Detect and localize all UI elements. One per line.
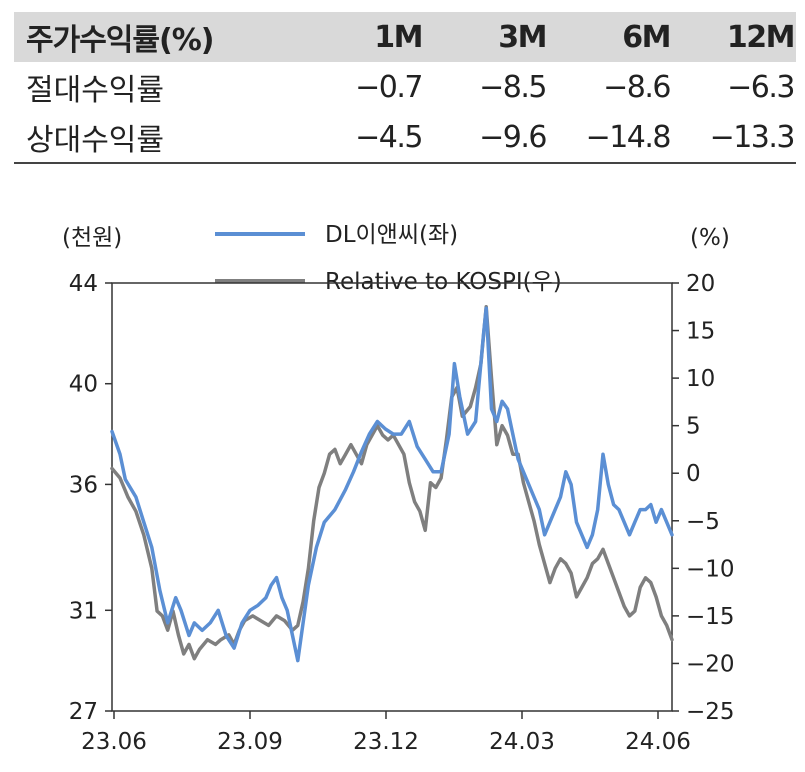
header-3m: 3M bbox=[498, 19, 547, 55]
right-axis-tick-label: −15 bbox=[686, 604, 735, 630]
right-axis: 20 15 10 5 0 −5 −10 −15 −20 −25 bbox=[672, 271, 735, 725]
relative-return-row: 상대수익률 −4.5 −9.6 −14.8 −13.3 bbox=[14, 112, 796, 164]
series-line-dl bbox=[110, 306, 674, 663]
stock-chart: (천원) (%) DL이앤씨(좌) Relative to KOSPI(우) 4… bbox=[62, 222, 735, 755]
series-layer bbox=[110, 305, 674, 663]
cell-value: −14.8 bbox=[585, 119, 672, 155]
right-axis-tick-label: 10 bbox=[686, 366, 715, 392]
cell-value: −8.5 bbox=[479, 69, 547, 105]
right-axis-tick-label: 15 bbox=[686, 319, 715, 345]
right-axis-tick-label: −5 bbox=[686, 509, 720, 535]
left-axis-unit: (천원) bbox=[62, 225, 122, 251]
cell-value: −6.3 bbox=[727, 69, 795, 105]
left-axis: 44 40 36 31 27 bbox=[69, 271, 112, 725]
left-axis-tick-label: 44 bbox=[69, 271, 98, 297]
right-axis-tick-label: 5 bbox=[686, 414, 701, 440]
right-axis-unit: (%) bbox=[690, 225, 730, 251]
row-label: 상대수익률 bbox=[26, 123, 164, 158]
left-axis-tick-label: 36 bbox=[69, 472, 98, 498]
cell-value: −8.6 bbox=[603, 69, 671, 105]
x-axis-tick-label: 24.06 bbox=[625, 729, 691, 755]
series-line-relative bbox=[110, 305, 674, 661]
x-axis-tick-label: 24.03 bbox=[489, 729, 555, 755]
header-6m: 6M bbox=[622, 19, 671, 55]
left-axis-tick-label: 40 bbox=[69, 372, 98, 398]
cell-value: −4.5 bbox=[355, 119, 423, 155]
left-axis-tick-label: 31 bbox=[69, 598, 98, 624]
header-label: 주가수익률(%) bbox=[26, 23, 214, 58]
x-axis-tick-label: 23.12 bbox=[353, 729, 419, 755]
right-axis-tick-label: −10 bbox=[686, 556, 735, 582]
right-axis-tick-label: −25 bbox=[686, 699, 735, 725]
right-axis-tick-label: −20 bbox=[686, 651, 735, 677]
x-axis: 23.06 23.09 23.12 24.03 24.06 bbox=[81, 711, 691, 755]
right-axis-tick-label: 0 bbox=[686, 461, 701, 487]
legend-label-dl: DL이앤씨(좌) bbox=[325, 222, 458, 248]
x-axis-tick-label: 23.09 bbox=[217, 729, 283, 755]
legend-label-relative: Relative to KOSPI(우) bbox=[325, 269, 562, 295]
return-table: 주가수익률(%) 1M 3M 6M 12M 절대수익률 −0.7 −8.5 −8… bbox=[14, 12, 796, 164]
cell-value: −9.6 bbox=[479, 119, 547, 155]
return-table-header: 주가수익률(%) 1M 3M 6M 12M bbox=[14, 12, 796, 62]
header-1m: 1M bbox=[374, 19, 423, 55]
cell-value: −0.7 bbox=[355, 69, 423, 105]
header-12m: 12M bbox=[726, 19, 796, 55]
left-axis-tick-label: 27 bbox=[69, 699, 98, 725]
row-label: 절대수익률 bbox=[26, 73, 164, 108]
absolute-return-row: 절대수익률 −0.7 −8.5 −8.6 −6.3 bbox=[14, 62, 796, 112]
cell-value: −13.3 bbox=[709, 119, 796, 155]
x-axis-tick-label: 23.06 bbox=[81, 729, 147, 755]
plot-frame bbox=[111, 282, 673, 712]
right-axis-tick-label: 20 bbox=[686, 271, 715, 297]
